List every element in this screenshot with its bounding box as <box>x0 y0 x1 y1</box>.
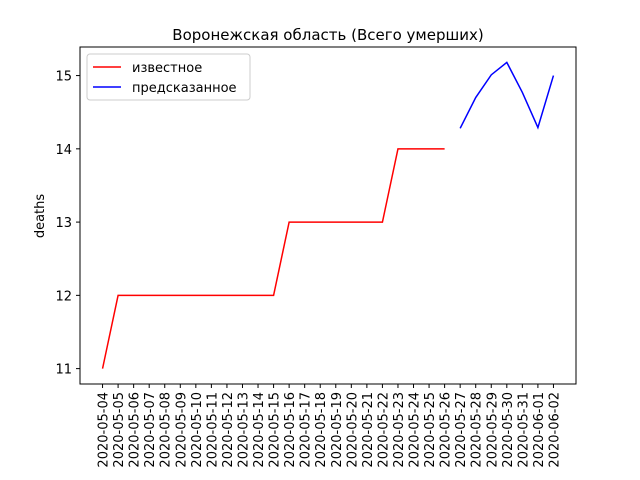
x-tick-label: 2020-05-13 <box>236 392 251 468</box>
legend-label: известное <box>132 61 202 76</box>
x-tick-label: 2020-05-14 <box>252 392 267 468</box>
x-tick-label: 2020-05-28 <box>470 392 485 468</box>
legend: известное предсказанное <box>86 53 251 101</box>
x-tick-label: 2020-05-23 <box>392 392 407 468</box>
x-tick-label: 2020-05-26 <box>439 392 454 468</box>
plot-frame <box>79 46 577 385</box>
x-tick-label: 2020-05-27 <box>454 392 469 468</box>
x-tick-label: 2020-05-16 <box>283 392 298 468</box>
legend-label: предсказанное <box>132 81 237 96</box>
y-tick-label: 11 <box>55 363 72 378</box>
x-tick-label: 2020-05-30 <box>501 392 516 468</box>
y-tick-label: 15 <box>55 70 72 85</box>
x-tick-label: 2020-05-25 <box>423 392 438 468</box>
y-tick-label: 13 <box>55 216 72 231</box>
x-tick-label: 2020-05-05 <box>112 392 127 468</box>
x-tick-label: 2020-05-24 <box>408 392 423 468</box>
x-tick-label: 2020-05-11 <box>205 392 220 468</box>
x-tick-label: 2020-05-09 <box>174 392 189 468</box>
x-tick-label: 2020-05-29 <box>485 392 500 468</box>
y-tick-label: 12 <box>55 289 72 304</box>
series-line <box>101 148 445 369</box>
x-tick-label: 2020-05-10 <box>190 392 205 468</box>
x-tick-label: 2020-05-15 <box>268 392 283 468</box>
x-tick-label: 2020-05-21 <box>361 392 376 468</box>
x-tick-label: 2020-05-31 <box>516 392 531 468</box>
y-axis-label: deaths <box>33 194 48 239</box>
x-tick-label: 2020-05-06 <box>128 392 143 468</box>
x-tick-label: 2020-05-07 <box>143 392 158 468</box>
x-tick-label: 2020-05-19 <box>330 392 345 468</box>
x-tick-label: 2020-06-02 <box>547 392 562 468</box>
x-tick-label: 2020-06-01 <box>532 392 547 468</box>
x-tick-label: 2020-05-08 <box>159 392 174 468</box>
x-tick-label: 2020-05-20 <box>345 392 360 468</box>
chart-title: Воронежская область (Всего умерших) <box>172 26 483 44</box>
x-tick-label: 2020-05-17 <box>299 392 314 468</box>
y-tick-label: 14 <box>55 143 72 158</box>
x-tick-label: 2020-05-22 <box>376 392 391 468</box>
x-tick-label: 2020-05-18 <box>314 392 329 468</box>
legend-box <box>86 53 251 101</box>
series-line <box>459 61 555 130</box>
x-tick-label: 2020-05-12 <box>221 392 236 468</box>
x-tick-label: 2020-05-04 <box>97 392 112 468</box>
